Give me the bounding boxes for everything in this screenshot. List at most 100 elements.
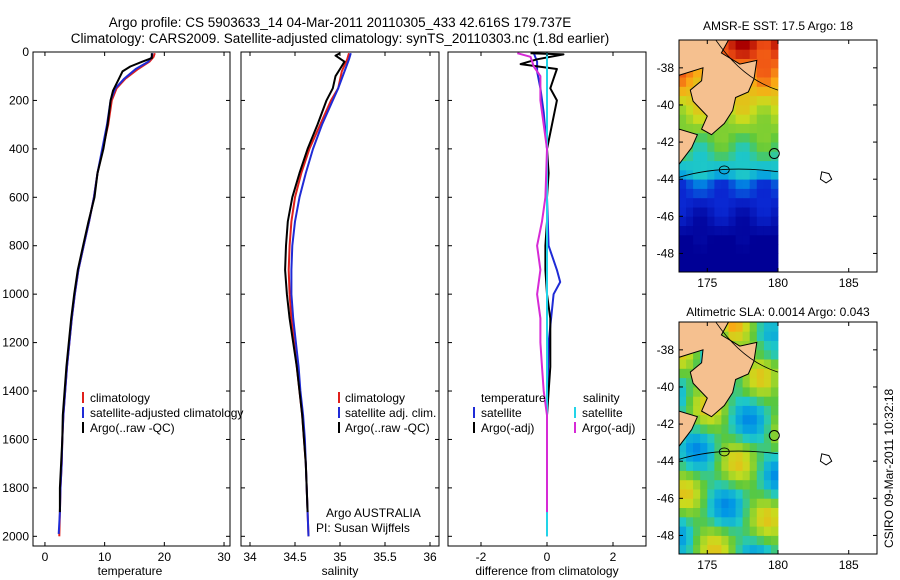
map-cell: [770, 377, 779, 388]
figure-title-line2: Climatology: CARS2009. Satellite-adjuste…: [71, 31, 610, 46]
axes-frame: [240, 51, 440, 547]
map-cell: [707, 197, 715, 208]
map-cell: [728, 461, 736, 471]
map-cell: [742, 197, 751, 208]
map-cell: [756, 262, 765, 272]
map-cell: [714, 516, 722, 527]
y-tick-label: 2000: [2, 529, 29, 543]
map-cell: [756, 461, 765, 471]
map-cell: [742, 132, 751, 143]
map-cell: [763, 114, 772, 124]
map-cell: [686, 461, 694, 471]
map-cell: [693, 489, 701, 499]
map-cell: [770, 179, 779, 189]
map-cell: [735, 95, 744, 106]
map-cell: [770, 479, 779, 490]
map-cell: [679, 451, 687, 462]
map-cell: [735, 331, 744, 341]
x-tick-label: 34: [243, 550, 257, 564]
salinity-panel: [284, 52, 352, 537]
map-cell: [721, 461, 729, 471]
map-cell: [693, 253, 701, 264]
map-cell: [700, 262, 708, 272]
map-cell: [721, 216, 729, 226]
map-cell: [700, 516, 708, 527]
map-cell: [728, 253, 736, 264]
map-cell: [700, 451, 708, 462]
map-cell: [749, 470, 758, 481]
map-cell: [714, 225, 722, 236]
map-cell: [728, 544, 736, 554]
map-cell: [679, 216, 687, 226]
map-cell: [735, 234, 744, 245]
map-cell: [721, 262, 729, 272]
map-cell: [763, 207, 772, 217]
map-cell: [707, 498, 715, 508]
map-cell: [735, 507, 744, 518]
map-cell: [686, 216, 694, 226]
map-cell: [700, 216, 708, 226]
map-cell: [770, 405, 779, 416]
map-cell: [693, 516, 701, 527]
map-cell: [756, 442, 765, 453]
map-cell: [770, 359, 779, 369]
map-cell: [700, 142, 708, 152]
map-cell: [700, 489, 708, 499]
map-cell: [700, 225, 708, 236]
map-cell: [686, 470, 694, 481]
map-cell: [721, 516, 729, 527]
map-cell: [714, 262, 722, 272]
map-cell: [714, 234, 722, 245]
temperature-legend: climatology satellite-adjusted climatolo…: [82, 391, 243, 435]
map-cell: [679, 489, 687, 499]
map-cell: [679, 197, 687, 208]
temperature-panel: [57, 52, 156, 537]
map-cell: [728, 225, 736, 236]
contour-eddy: [718, 165, 730, 175]
map-cell: [693, 535, 701, 546]
legend-swatch-climatology: [338, 392, 340, 403]
map-cell: [686, 160, 694, 171]
map-cell: [749, 368, 758, 379]
map-cell: [742, 544, 751, 554]
map-cell: [728, 489, 736, 499]
map-cell: [721, 507, 729, 518]
map-cell: [756, 340, 765, 351]
map-cell: [742, 142, 751, 152]
map-cell: [707, 535, 715, 546]
map-cell: [756, 498, 765, 508]
map-cell: [728, 433, 736, 444]
map-cell: [749, 142, 758, 152]
map-cell: [714, 244, 722, 254]
map-cell: [700, 433, 708, 444]
map-cell: [714, 470, 722, 481]
y-tick-label: 0: [22, 45, 29, 59]
map-cell: [742, 188, 751, 199]
map-cell: [742, 387, 751, 397]
sla-map-title: Altimetric SLA: 0.0014 Argo: 0.043: [686, 305, 870, 319]
map-cell: [693, 461, 701, 471]
map-cell: [728, 470, 736, 481]
map-cell: [770, 197, 779, 208]
map-cell: [763, 40, 772, 50]
map-cell: [686, 377, 694, 388]
map-cell: [756, 188, 765, 199]
land-north-island: [679, 40, 758, 136]
map-cell: [756, 58, 765, 69]
map-cell: [763, 225, 772, 236]
map-cell: [763, 349, 772, 360]
series-line-temperature-argo-adj-: [519, 52, 565, 513]
map-cell: [763, 322, 772, 332]
map-cell: [735, 49, 744, 59]
map-cell: [707, 244, 715, 254]
map-cell: [714, 414, 722, 425]
series-line-salinity-argo-adj-: [517, 52, 548, 513]
legend-swatch-sal-argo: [574, 422, 576, 433]
side-credit: CSIRO 09-Mar-2011 10:32:18: [882, 388, 896, 548]
map-cell: [756, 216, 765, 226]
temperature-axes: 0 10 20 30 0 200 400 600 800 1000 1200 1400 1600 1800…: [2, 45, 231, 564]
map-cell: [749, 188, 758, 199]
map-cell: [728, 526, 736, 536]
x-tick-label: 180: [768, 558, 788, 572]
map-cell: [693, 142, 701, 152]
